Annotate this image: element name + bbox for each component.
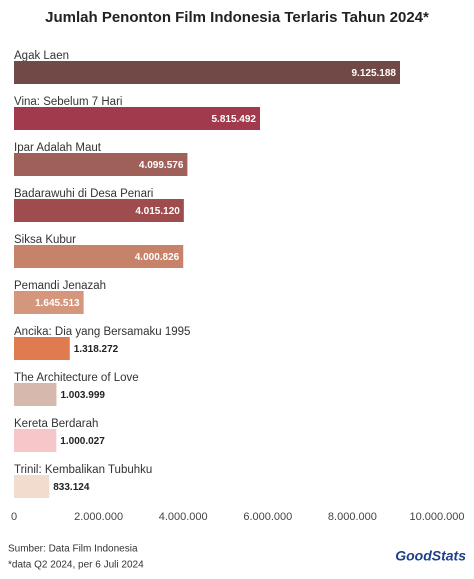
bar (14, 107, 260, 130)
bar (14, 245, 184, 268)
bar (14, 291, 84, 314)
value-label: 4.015.120 (135, 206, 180, 217)
x-tick-label: 6.000.000 (243, 511, 292, 523)
value-label: 4.000.826 (135, 252, 180, 263)
bar (14, 337, 70, 360)
bar (14, 383, 57, 406)
bar (14, 199, 184, 222)
x-tick-label: 8.000.000 (328, 511, 377, 523)
brand-logo: GoodStats (395, 548, 466, 564)
bar (14, 153, 188, 176)
x-tick-label: 4.000.000 (159, 511, 208, 523)
value-label: 1.318.272 (74, 344, 119, 355)
value-label: 1.003.999 (60, 390, 105, 401)
value-label: 1.645.513 (35, 298, 80, 309)
category-label: Siksa Kubur (14, 234, 76, 246)
category-label: Kereta Berdarah (14, 418, 98, 430)
value-label: 9.125.188 (351, 68, 396, 79)
x-tick-label: 2.000.000 (74, 511, 123, 523)
chart-title: Jumlah Penonton Film Indonesia Terlaris … (45, 9, 429, 26)
category-label: Ancika: Dia yang Bersamaku 1995 (14, 326, 190, 338)
category-label: Ipar Adalah Maut (14, 142, 102, 154)
category-label: Agak Laen (14, 50, 69, 62)
bar (14, 475, 50, 498)
value-label: 4.099.576 (139, 160, 184, 171)
source: Sumber: Data Film Indonesia (8, 544, 138, 555)
x-tick-label: 10.000.000 (409, 511, 464, 523)
value-label: 833.124 (53, 482, 90, 493)
bar (14, 61, 400, 84)
category-label: Badarawuhi di Desa Penari (14, 188, 153, 200)
bar (14, 429, 57, 452)
note: *data Q2 2024, per 6 Juli 2024 (8, 560, 144, 571)
category-label: The Architecture of Love (14, 372, 139, 384)
category-label: Pemandi Jenazah (14, 280, 106, 292)
value-label: 1.000.027 (60, 436, 105, 447)
category-label: Trinil: Kembalikan Tubuhku (14, 464, 152, 476)
category-label: Vina: Sebelum 7 Hari (14, 96, 122, 108)
value-label: 5.815.492 (211, 114, 256, 125)
x-tick-label: 0 (11, 511, 17, 523)
